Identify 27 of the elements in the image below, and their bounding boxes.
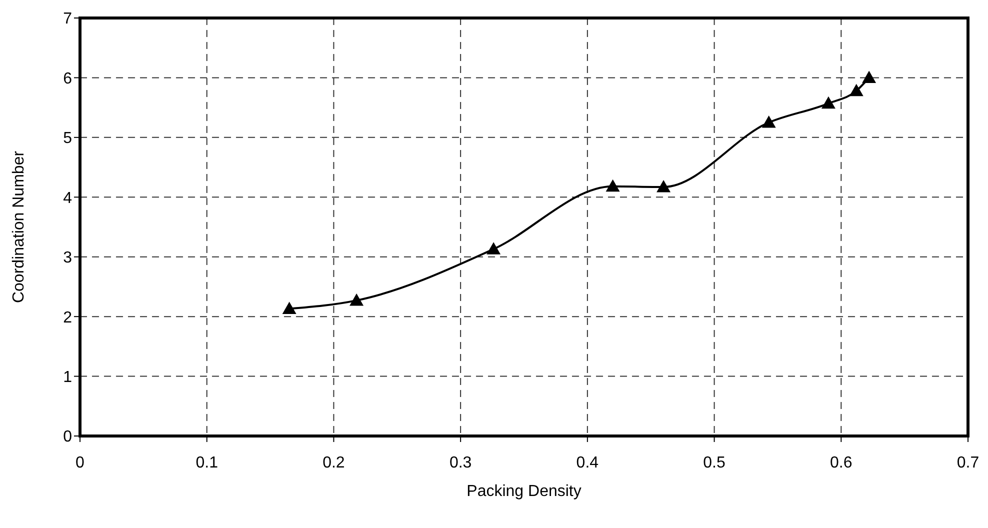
x-tick-label: 0.4 bbox=[576, 454, 599, 472]
point bbox=[849, 84, 864, 96]
y-tick-label: 6 bbox=[63, 70, 72, 88]
x-tick-label: 0.5 bbox=[703, 454, 726, 472]
y-tick-label: 0 bbox=[63, 428, 72, 446]
point bbox=[606, 179, 620, 192]
point bbox=[656, 180, 671, 192]
y-tick-label: 1 bbox=[63, 368, 72, 386]
x-tick-label: 0.7 bbox=[956, 454, 980, 472]
y-tick-label: 7 bbox=[63, 10, 72, 28]
y-tick-label: 5 bbox=[63, 130, 72, 148]
x-tick-label: 0 bbox=[76, 454, 85, 472]
y-tick-label: 3 bbox=[63, 250, 72, 267]
point bbox=[282, 302, 296, 314]
y-tick-label: 2 bbox=[63, 309, 72, 326]
x-tick-label: 0.3 bbox=[449, 454, 472, 472]
point bbox=[486, 242, 501, 254]
x-tick-label: 0.6 bbox=[830, 454, 852, 472]
x-tick-label: 0.2 bbox=[322, 454, 345, 472]
x-tick-label: 0.1 bbox=[196, 454, 218, 472]
point bbox=[821, 96, 836, 109]
y-tick-label: 4 bbox=[63, 190, 72, 207]
x-axis-title: Packing Density bbox=[466, 483, 582, 500]
y-axis-title: Coordination Number bbox=[10, 150, 28, 304]
point bbox=[350, 293, 364, 306]
point bbox=[862, 70, 876, 83]
point bbox=[762, 116, 776, 128]
